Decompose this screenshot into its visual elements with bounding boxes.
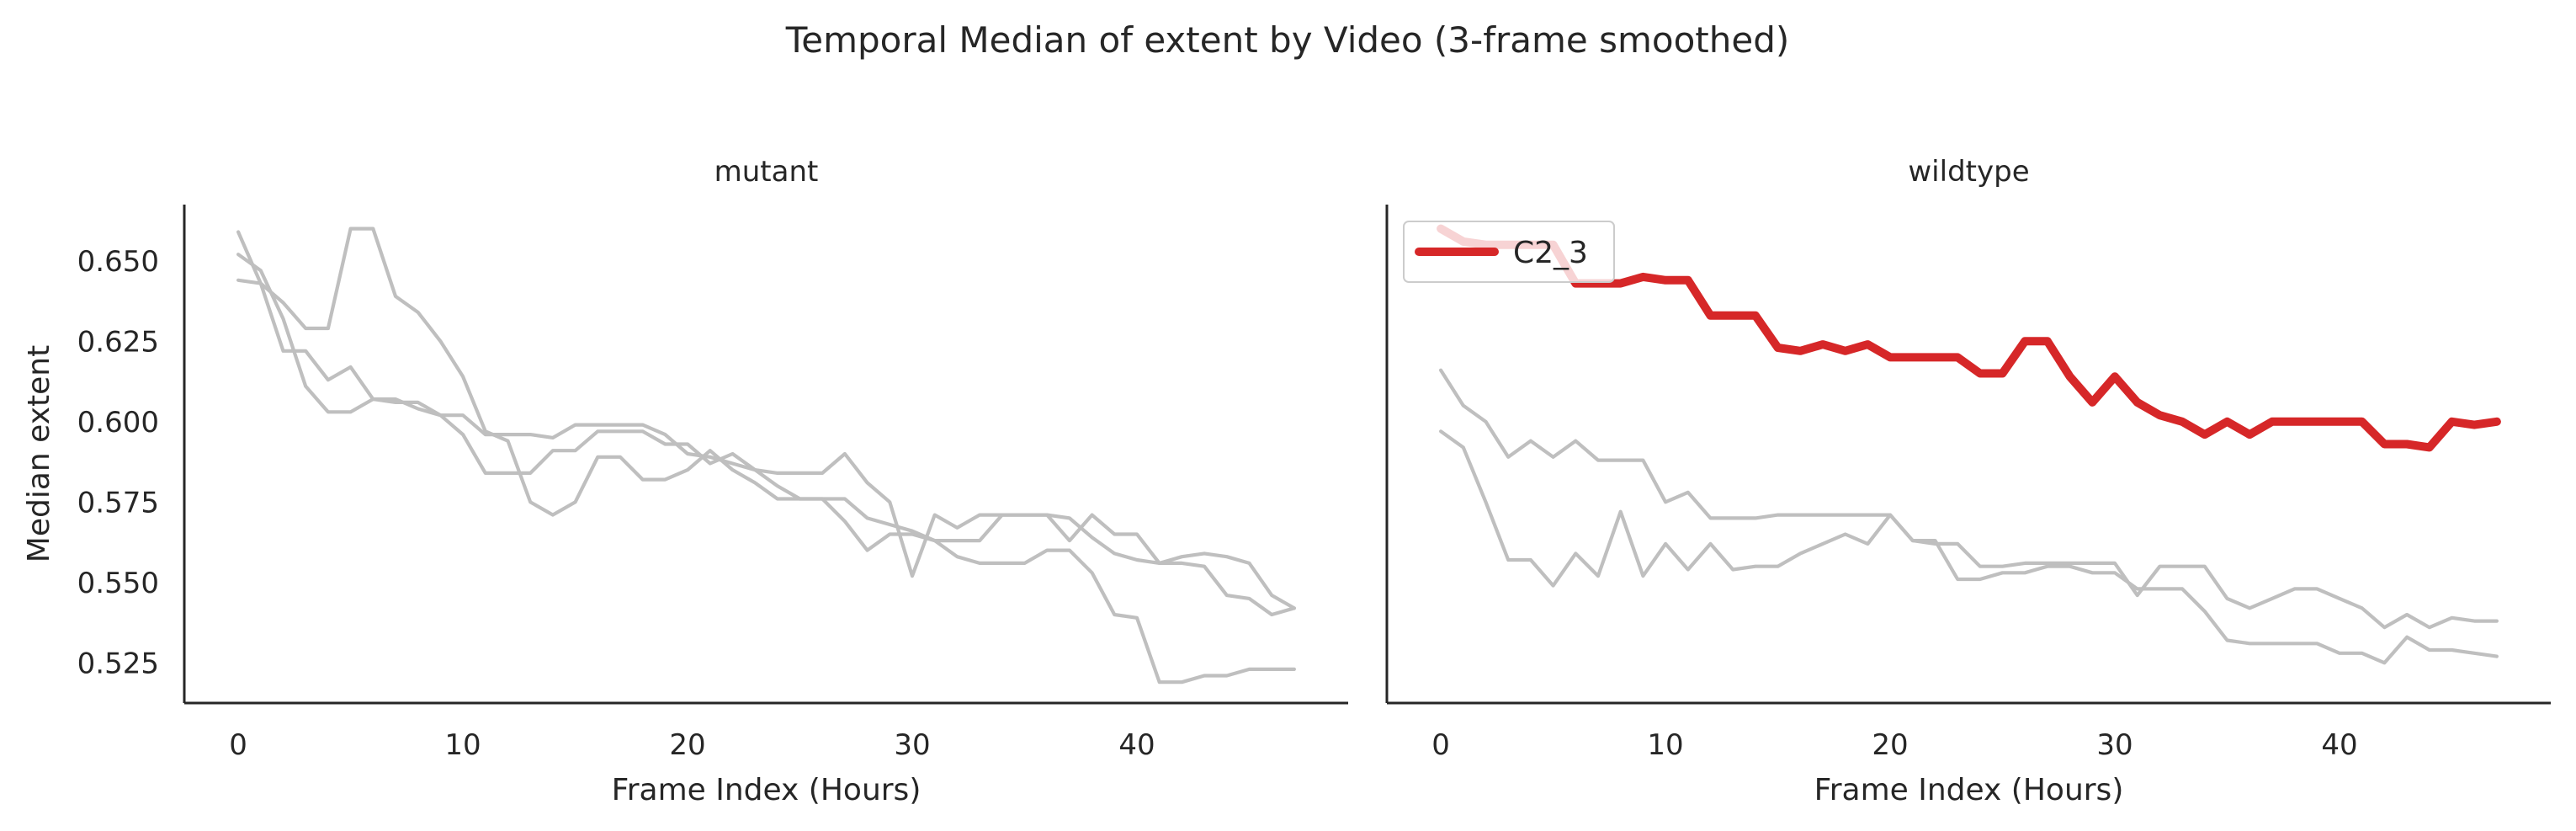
background-series-line — [1439, 429, 2499, 665]
x-tick-label: 0 — [1431, 728, 1450, 762]
y-tick-label: 0.625 — [77, 325, 159, 359]
figure-title: Temporal Median of extent by Video (3-fr… — [785, 19, 1790, 61]
y-tick-label: 0.650 — [77, 245, 159, 279]
y-tick-label: 0.550 — [77, 567, 159, 600]
panel-title: mutant — [714, 155, 819, 189]
highlight-series-line — [1437, 224, 2501, 452]
panels: mutant 0 10 20 30 40 Frame Index (Hours) 0.525 0… — [22, 155, 2551, 807]
x-tick-label: 20 — [669, 728, 705, 762]
background-series-line — [236, 253, 1296, 617]
y-axis-label: Median extent — [22, 345, 56, 562]
legend: C2_3 — [1403, 221, 1615, 283]
x-tick-label: 10 — [444, 728, 481, 762]
legend-label: C2_3 — [1513, 236, 1588, 270]
x-tick-label: 30 — [2096, 728, 2133, 762]
x-tick-label: 0 — [229, 728, 247, 762]
x-tick-label: 30 — [894, 728, 930, 762]
y-tick-label: 0.525 — [77, 647, 159, 680]
x-tick-label: 10 — [1647, 728, 1683, 762]
x-tick-label: 20 — [1872, 728, 1908, 762]
x-tick-label: 40 — [2321, 728, 2357, 762]
background-series-line — [236, 230, 1296, 610]
legend-frame — [1403, 221, 1615, 283]
background-series-line — [1439, 368, 2499, 630]
x-tick-label: 40 — [1118, 728, 1155, 762]
panel-title: wildtype — [1908, 155, 2029, 189]
background-series-line — [236, 226, 1296, 685]
y-tick-label: 0.600 — [77, 406, 159, 439]
y-tick-label: 0.575 — [77, 486, 159, 519]
panel-mutant: mutant 0 10 20 30 40 Frame Index (Hours) 0.525 0… — [22, 155, 1348, 807]
panel-wildtype: wildtype C2_3 0 10 20 30 40 Frame Index (Hours) — [1385, 155, 2551, 807]
x-axis-label: Frame Index (Hours) — [612, 773, 922, 807]
x-axis-label: Frame Index (Hours) — [1814, 773, 2124, 807]
